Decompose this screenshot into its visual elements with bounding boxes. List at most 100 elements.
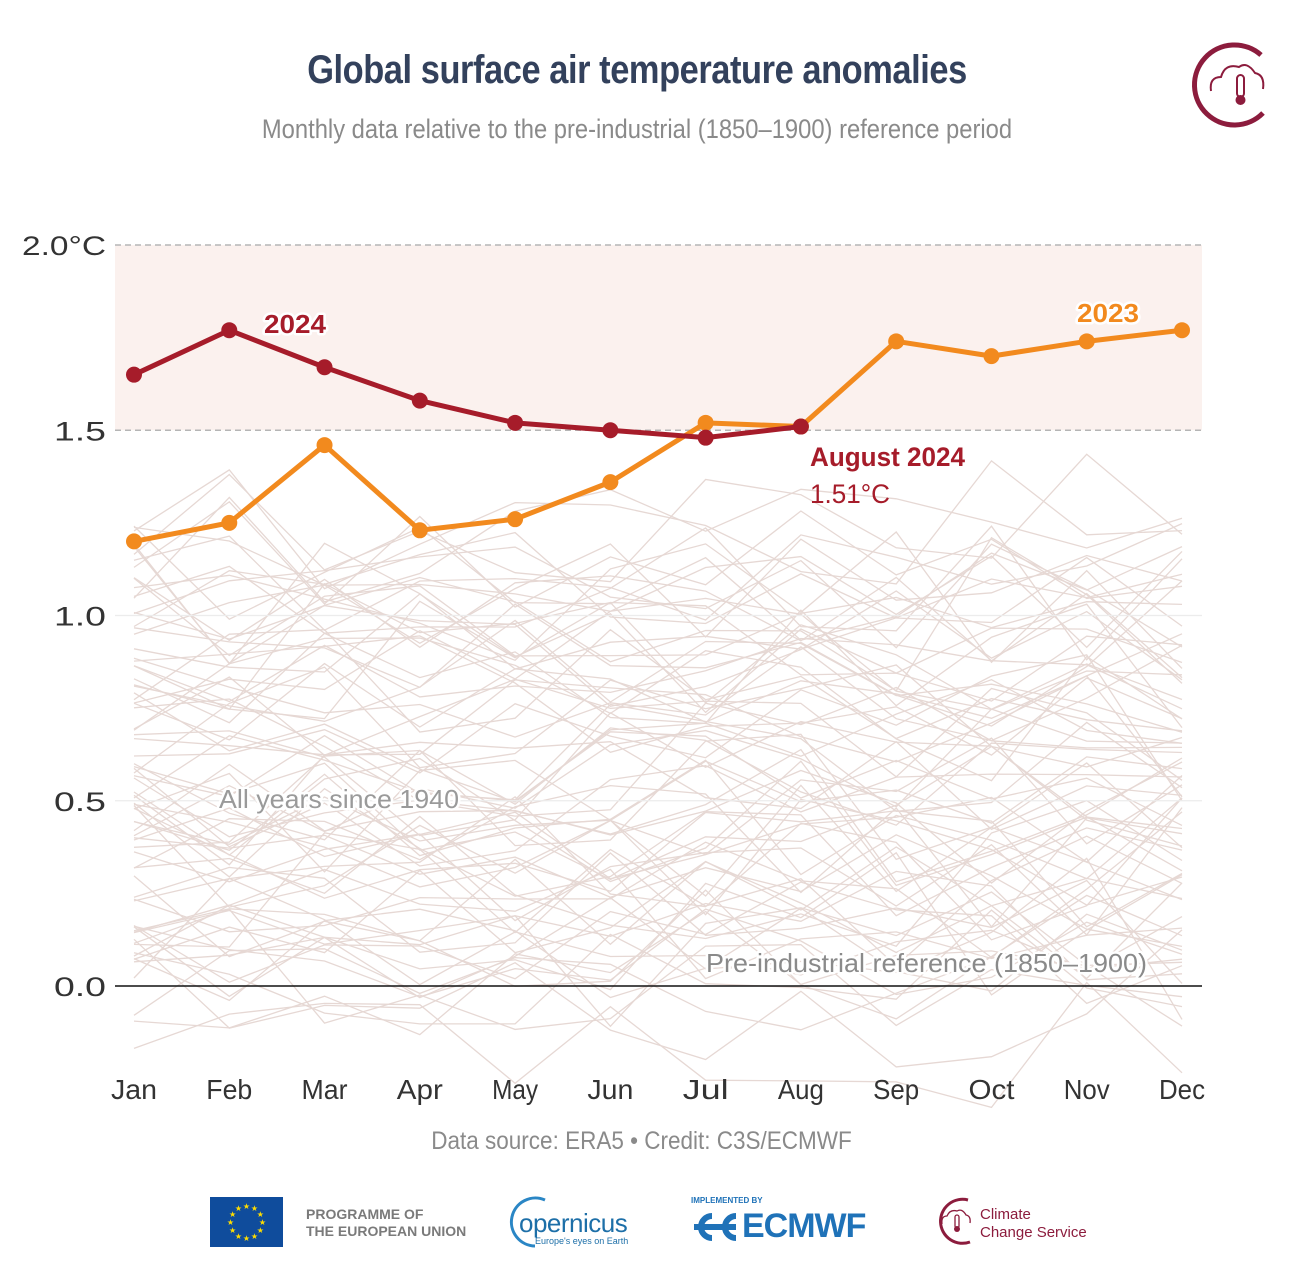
copernicus-logo: opernicus Europe's eyes on Earth — [505, 1196, 655, 1248]
x-tick-label-mar: Mar — [302, 1074, 348, 1105]
data-point-2023-oct — [983, 348, 1000, 365]
c3s-text-line2: Change Service — [980, 1224, 1087, 1241]
data-point-2023-sep — [888, 333, 905, 350]
y-tick-label: 1.5 — [54, 416, 106, 446]
x-tick-label-aug: Aug — [778, 1074, 824, 1105]
data-point-2024-apr — [411, 392, 428, 409]
background-year-line — [133, 686, 1183, 817]
background-year-line — [133, 525, 1183, 641]
x-tick-label-nov: Nov — [1064, 1074, 1110, 1105]
x-tick-label-may: May — [492, 1074, 538, 1105]
partner-logos: ★ ★ ★ ★ ★ ★ ★ ★ ★ ★ ★ ★ PROGRAMME OF THE EUROPEAN U… — [0, 1190, 1300, 1250]
background-year-line — [133, 948, 1183, 1031]
background-year-line — [133, 787, 1183, 917]
annotation-august-2024: August 2024 — [810, 442, 965, 472]
data-point-2023-jun — [602, 474, 619, 491]
eu-star: ★ — [259, 1218, 266, 1227]
background-year-line — [133, 740, 1183, 866]
background-year-line — [133, 737, 1183, 888]
background-year-line — [133, 731, 1183, 826]
x-tick-label-dec: Dec — [1159, 1074, 1205, 1105]
eu-star: ★ — [229, 1226, 236, 1235]
y-tick-label: 0.0 — [54, 972, 106, 1002]
background-year-line — [133, 891, 1183, 1028]
background-year-line — [133, 877, 1183, 986]
background-year-line — [133, 662, 1183, 798]
data-point-2023-jul — [697, 414, 714, 431]
copernicus-tagline: Europe's eyes on Earth — [535, 1236, 629, 1246]
data-point-2023-may — [507, 511, 524, 528]
background-year-line — [133, 597, 1183, 711]
eu-stars-icon: ★★★★★★★★★ ★ ★★ — [227, 1202, 266, 1243]
background-year-line — [133, 543, 1183, 649]
background-year-line — [133, 664, 1183, 774]
background-year-line — [133, 881, 1183, 1005]
background-year-line — [133, 703, 1183, 812]
background-year-line — [133, 909, 1183, 1025]
data-point-2024-aug — [792, 418, 809, 435]
series-line-2023 — [133, 327, 1183, 544]
eu-star: ★ — [251, 1204, 258, 1213]
background-year-line — [133, 757, 1183, 887]
background-year-line — [133, 603, 1183, 728]
background-year-line — [133, 765, 1183, 867]
background-year-line — [133, 523, 1183, 631]
x-tick-label-apr: Apr — [397, 1074, 443, 1105]
eu-star: ★ — [227, 1218, 234, 1227]
eu-star: ★ — [235, 1204, 242, 1213]
ecmwf-wordmark: ECMWF — [742, 1207, 866, 1245]
background-year-line — [133, 748, 1183, 883]
background-year-line — [133, 593, 1183, 714]
data-point-2024-jul — [697, 429, 714, 446]
data-point-2024-jan — [126, 366, 142, 383]
background-year-line — [133, 832, 1183, 967]
background-year-line — [133, 807, 1183, 928]
data-point-2023-feb — [221, 514, 238, 531]
data-point-2023-jan — [126, 533, 142, 550]
data-point-2023-dec — [1174, 322, 1190, 339]
background-year-line — [133, 908, 1183, 998]
background-year-line — [133, 633, 1183, 763]
eu-text-line2: THE EUROPEAN UNION — [306, 1223, 467, 1239]
background-year-line — [133, 981, 1183, 1109]
c3s-text: Climate Change Service — [980, 1206, 1087, 1242]
label-pre-industrial: Pre-industrial reference (1850–1900) — [706, 948, 1147, 978]
background-year-line — [133, 784, 1183, 908]
background-year-line — [133, 580, 1183, 727]
x-tick-label-jan: Jan — [111, 1074, 157, 1105]
eu-text-line1: PROGRAMME OF — [306, 1206, 424, 1222]
label-2024: 2024 — [264, 309, 327, 339]
eu-flag-icon: ★ ★ ★ ★ ★ ★ ★ ★ ★ ★ ★ ★ — [210, 1197, 283, 1247]
background-year-line — [133, 592, 1183, 703]
c3s-small-logo-icon — [939, 1197, 971, 1245]
data-source-credit: Data source: ERA5 • Credit: C3S/ECMWF — [431, 1127, 852, 1155]
eu-star: ★ — [229, 1210, 236, 1219]
copernicus-arc-icon — [509, 1196, 546, 1248]
background-year-line — [133, 678, 1183, 803]
background-year-line — [133, 459, 1183, 590]
background-year-line — [133, 910, 1183, 1036]
background-year-line — [133, 453, 1183, 583]
chart-subtitle: Monthly data relative to the pre-industr… — [261, 114, 1013, 144]
background-year-line — [133, 488, 1183, 603]
label-all-years: All years since 1940 — [219, 784, 459, 814]
annotation-august-2024-value: 1.51°C — [810, 479, 890, 509]
data-point-2023-apr — [411, 522, 428, 539]
background-year-line — [133, 907, 1183, 1002]
c3s-text-line1: Climate — [980, 1206, 1031, 1223]
eu-star: ★ — [257, 1210, 264, 1219]
x-tick-label-feb: Feb — [206, 1074, 252, 1105]
background-year-line — [133, 775, 1183, 880]
background-year-line — [133, 531, 1183, 669]
eu-star: ★ — [243, 1202, 250, 1211]
x-tick-label-sep: Sep — [873, 1074, 919, 1105]
background-year-line — [133, 500, 1183, 608]
background-year-line — [133, 577, 1183, 657]
background-year-line — [133, 531, 1183, 628]
x-tick-label-oct: Oct — [968, 1074, 1014, 1105]
data-point-2024-mar — [316, 359, 333, 376]
eu-star: ★ — [243, 1234, 250, 1243]
y-tick-label: 0.5 — [54, 787, 106, 817]
background-year-line — [133, 858, 1183, 980]
y-tick-label: 2.0°C — [22, 231, 106, 261]
